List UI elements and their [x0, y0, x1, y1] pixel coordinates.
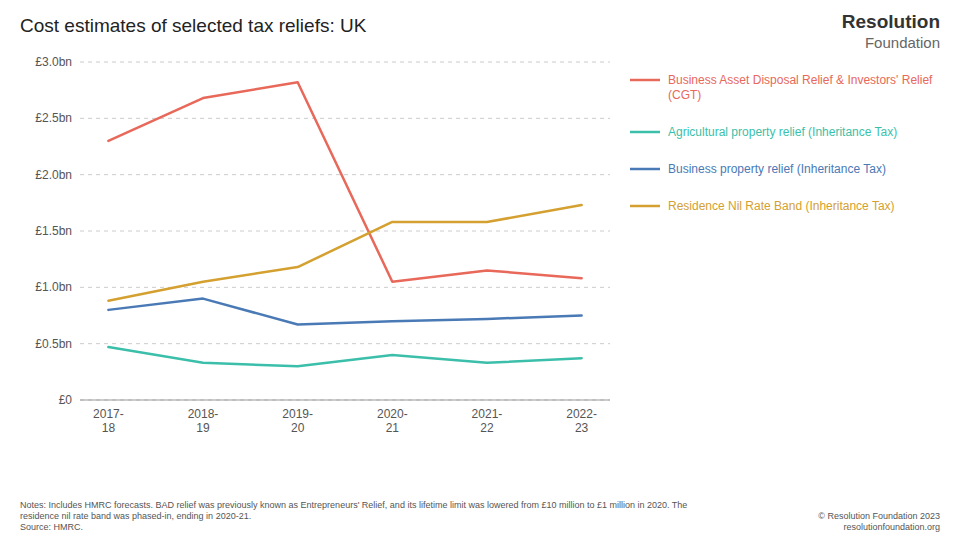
- x-tick-label: 2022-23: [566, 407, 597, 435]
- grid-line: [80, 400, 610, 401]
- legend: Business Asset Disposal Relief & Investo…: [630, 73, 933, 213]
- x-tick-label: 2017-18: [93, 407, 124, 435]
- series-line: [108, 299, 581, 325]
- legend-label: Business Asset Disposal Relief & Investo…: [668, 73, 933, 102]
- series-line: [108, 347, 581, 366]
- text-line: Source: HMRC.: [20, 522, 83, 532]
- x-tick-label: 2019-20: [282, 407, 313, 435]
- text-line: 18: [102, 421, 116, 435]
- title: Cost estimates of selected tax reliefs: …: [20, 15, 367, 36]
- text-line: 2022-: [566, 407, 597, 421]
- y-tick-label: £1.0bn: [35, 280, 72, 294]
- y-tick-label: £0: [59, 393, 73, 407]
- legend-swatch: [630, 79, 660, 82]
- text-line: 19: [196, 421, 210, 435]
- grid-line: [80, 174, 610, 175]
- text-line: 2017-: [93, 407, 124, 421]
- legend-swatch: [630, 205, 660, 208]
- legend-label: Business property relief (Inheritance Ta…: [668, 162, 886, 176]
- text-line: Residence Nil Rate Band (Inheritance Tax…: [668, 199, 895, 213]
- legend-swatch: [630, 168, 660, 171]
- text-line: Business property relief (Inheritance Ta…: [668, 162, 886, 176]
- notes: Notes: Includes HMRC forecasts. BAD reli…: [20, 500, 687, 532]
- logo: Foundation: [865, 34, 940, 51]
- text-line: 2020-: [377, 407, 408, 421]
- grid-line: [80, 231, 610, 232]
- legend-swatch: [630, 131, 660, 134]
- x-tick-label: 2021-22: [472, 407, 503, 435]
- text-line: 20: [291, 421, 305, 435]
- x-tick-label: 2018-19: [188, 407, 219, 435]
- text-line: Notes: Includes HMRC forecasts. BAD reli…: [20, 500, 687, 510]
- text-line: 21: [386, 421, 400, 435]
- text-line: 22: [480, 421, 494, 435]
- y-tick-label: £3.0bn: [35, 55, 72, 69]
- grid: [80, 62, 610, 400]
- grid-line: [80, 343, 610, 344]
- logo: Resolution: [842, 11, 940, 32]
- text-line: (CGT): [668, 88, 701, 102]
- series-line: [108, 82, 581, 281]
- copyright: © Resolution Foundation 2023resolutionfo…: [818, 511, 940, 532]
- x-axis: [80, 400, 610, 401]
- text-line: resolutionfoundation.org: [843, 522, 940, 532]
- y-tick-label: £0.5bn: [35, 337, 72, 351]
- text-line: Business Asset Disposal Relief & Investo…: [668, 73, 933, 87]
- text-line: 2021-: [472, 407, 503, 421]
- y-tick-label: £2.0bn: [35, 168, 72, 182]
- text-line: 2019-: [282, 407, 313, 421]
- y-tick-label: £2.5bn: [35, 111, 72, 125]
- text-line: Agricultural property relief (Inheritanc…: [668, 125, 897, 139]
- y-tick-label: £1.5bn: [35, 224, 72, 238]
- legend-label: Residence Nil Rate Band (Inheritance Tax…: [668, 199, 895, 213]
- text-line: © Resolution Foundation 2023: [818, 511, 940, 521]
- series-group: [108, 82, 581, 366]
- grid-line: [80, 62, 610, 63]
- grid-line: [80, 287, 610, 288]
- chart: Cost estimates of selected tax reliefs: …: [0, 0, 960, 540]
- text-line: 2018-: [188, 407, 219, 421]
- text-line: residence nil rate band was phased-in, e…: [20, 511, 251, 521]
- text-line: 23: [575, 421, 589, 435]
- series-line: [108, 205, 581, 301]
- x-tick-label: 2020-21: [377, 407, 408, 435]
- legend-label: Agricultural property relief (Inheritanc…: [668, 125, 897, 139]
